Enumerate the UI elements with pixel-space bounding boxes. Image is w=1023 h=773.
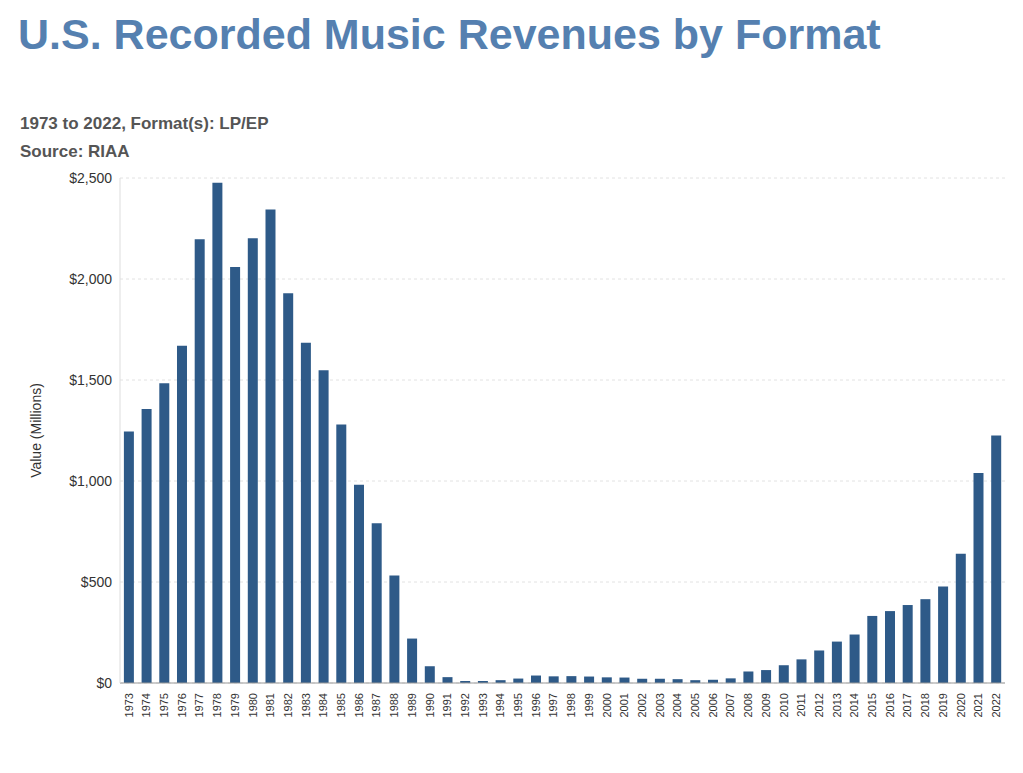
svg-text:1993: 1993 xyxy=(477,693,489,717)
svg-text:1996: 1996 xyxy=(530,693,542,717)
svg-text:1985: 1985 xyxy=(335,693,347,717)
svg-text:1983: 1983 xyxy=(300,693,312,717)
svg-text:2006: 2006 xyxy=(707,693,719,717)
svg-text:1976: 1976 xyxy=(176,693,188,717)
svg-text:$0: $0 xyxy=(96,675,112,691)
svg-text:2012: 2012 xyxy=(813,693,825,717)
html-text:U.S. Recorded Music Revenues b: U.S. Recorded Music Revenues by Format xyxy=(18,10,881,58)
svg-text:1991: 1991 xyxy=(441,693,453,717)
svg-text:1990: 1990 xyxy=(424,693,436,717)
svg-text:Value (Millions): Value (Millions) xyxy=(28,383,44,478)
svg-text:2008: 2008 xyxy=(742,693,754,717)
svg-text:$500: $500 xyxy=(81,574,112,590)
svg-text:2001: 2001 xyxy=(618,693,630,717)
svg-text:2014: 2014 xyxy=(848,693,860,717)
svg-text:2017: 2017 xyxy=(901,693,913,717)
svg-text:1984: 1984 xyxy=(317,693,329,717)
svg-text:2002: 2002 xyxy=(636,693,648,717)
svg-text:2022: 2022 xyxy=(990,693,1002,717)
svg-text:1998: 1998 xyxy=(565,693,577,717)
svg-text:2010: 2010 xyxy=(778,693,790,717)
svg-text:1975: 1975 xyxy=(158,693,170,717)
svg-text:2016: 2016 xyxy=(884,693,896,717)
svg-text:1997: 1997 xyxy=(547,693,559,717)
svg-text:2021: 2021 xyxy=(972,693,984,717)
svg-text:2018: 2018 xyxy=(919,693,931,717)
svg-text:1973: 1973 xyxy=(123,693,135,717)
svg-text:2000: 2000 xyxy=(601,693,613,717)
html-text:1973 to 2022, Format(s): LP/EP: 1973 to 2022, Format(s): LP/EP xyxy=(20,114,269,133)
svg-text:2004: 2004 xyxy=(671,693,683,717)
svg-text:1989: 1989 xyxy=(406,693,418,717)
html-text:Source: RIAA: Source: RIAA xyxy=(20,142,130,161)
svg-text:1988: 1988 xyxy=(388,693,400,717)
svg-text:2020: 2020 xyxy=(955,693,967,717)
svg-text:1980: 1980 xyxy=(247,693,259,717)
svg-text:1981: 1981 xyxy=(264,693,276,717)
svg-text:$2,000: $2,000 xyxy=(69,271,112,287)
svg-text:1986: 1986 xyxy=(353,693,365,717)
svg-text:1994: 1994 xyxy=(494,693,506,717)
svg-text:1979: 1979 xyxy=(229,693,241,717)
svg-text:$1,000: $1,000 xyxy=(69,473,112,489)
svg-text:$1,500: $1,500 xyxy=(69,372,112,388)
svg-text:2015: 2015 xyxy=(866,693,878,717)
svg-text:1978: 1978 xyxy=(211,693,223,717)
svg-text:1995: 1995 xyxy=(512,693,524,717)
svg-text:2011: 2011 xyxy=(795,693,807,717)
svg-text:$2,500: $2,500 xyxy=(69,170,112,186)
svg-text:1977: 1977 xyxy=(193,693,205,717)
svg-text:2009: 2009 xyxy=(760,693,772,717)
svg-text:1982: 1982 xyxy=(282,693,294,717)
svg-text:2019: 2019 xyxy=(937,693,949,717)
svg-text:2003: 2003 xyxy=(654,693,666,717)
svg-text:1992: 1992 xyxy=(459,693,471,717)
svg-text:1987: 1987 xyxy=(370,693,382,717)
svg-text:2013: 2013 xyxy=(831,693,843,717)
svg-text:1999: 1999 xyxy=(583,693,595,717)
svg-text:1974: 1974 xyxy=(140,693,152,717)
svg-text:2007: 2007 xyxy=(724,693,736,717)
svg-text:2005: 2005 xyxy=(689,693,701,717)
